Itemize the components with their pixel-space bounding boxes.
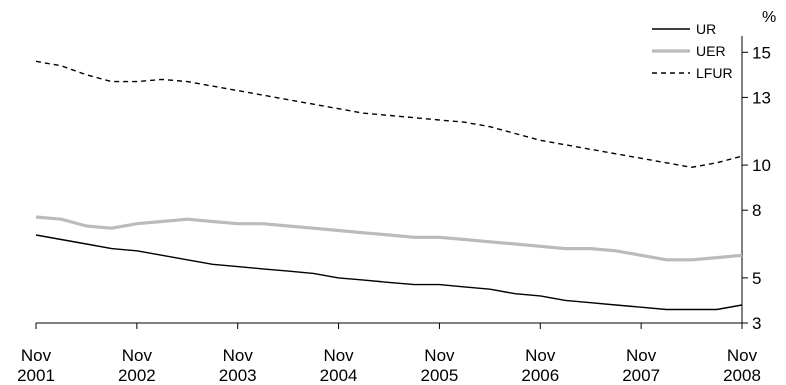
- x-tick-label-month: Nov: [626, 346, 657, 365]
- x-tick-label-year: 2005: [421, 366, 459, 385]
- y-tick-label: 10: [752, 156, 771, 175]
- x-tick-label-month: Nov: [223, 346, 254, 365]
- legend-label-ur: UR: [696, 21, 716, 37]
- x-tick-label-month: Nov: [323, 346, 354, 365]
- x-tick-label-month: Nov: [727, 346, 758, 365]
- x-tick-label-year: 2001: [17, 366, 55, 385]
- x-ticks: Nov2001Nov2002Nov2003Nov2004Nov2005Nov20…: [17, 323, 761, 385]
- y-tick-label: 13: [752, 88, 771, 107]
- y-tick-label: 3: [752, 314, 761, 333]
- x-tick-label-month: Nov: [525, 346, 556, 365]
- x-tick-label-year: 2002: [118, 366, 156, 385]
- x-tick-label-month: Nov: [122, 346, 153, 365]
- series-line-lfur: [35, 60, 743, 169]
- y-tick-label: 8: [752, 201, 761, 220]
- x-tick-label-year: 2008: [723, 366, 761, 385]
- x-tick-label-year: 2006: [521, 366, 559, 385]
- series-line-uer: [35, 215, 743, 262]
- axes: Nov2001Nov2002Nov2003Nov2004Nov2005Nov20…: [17, 36, 771, 385]
- x-tick-label-year: 2003: [219, 366, 257, 385]
- legend-label-uer: UER: [696, 43, 726, 59]
- x-tick-label-month: Nov: [21, 346, 52, 365]
- legend-label-lfur: LFUR: [696, 65, 733, 81]
- x-tick-label-year: 2007: [622, 366, 660, 385]
- y-ticks: 3 5 8 10 13 15: [742, 43, 771, 333]
- x-tick-label-year: 2004: [320, 366, 358, 385]
- series-layer: [35, 60, 743, 311]
- y-tick-label: 15: [752, 43, 771, 62]
- y-axis-unit-label: %: [762, 9, 776, 26]
- legend: UR UER LFUR: [652, 21, 733, 81]
- y-tick-label: 5: [752, 269, 761, 288]
- series-line-ur: [35, 234, 743, 311]
- x-tick-label-month: Nov: [424, 346, 455, 365]
